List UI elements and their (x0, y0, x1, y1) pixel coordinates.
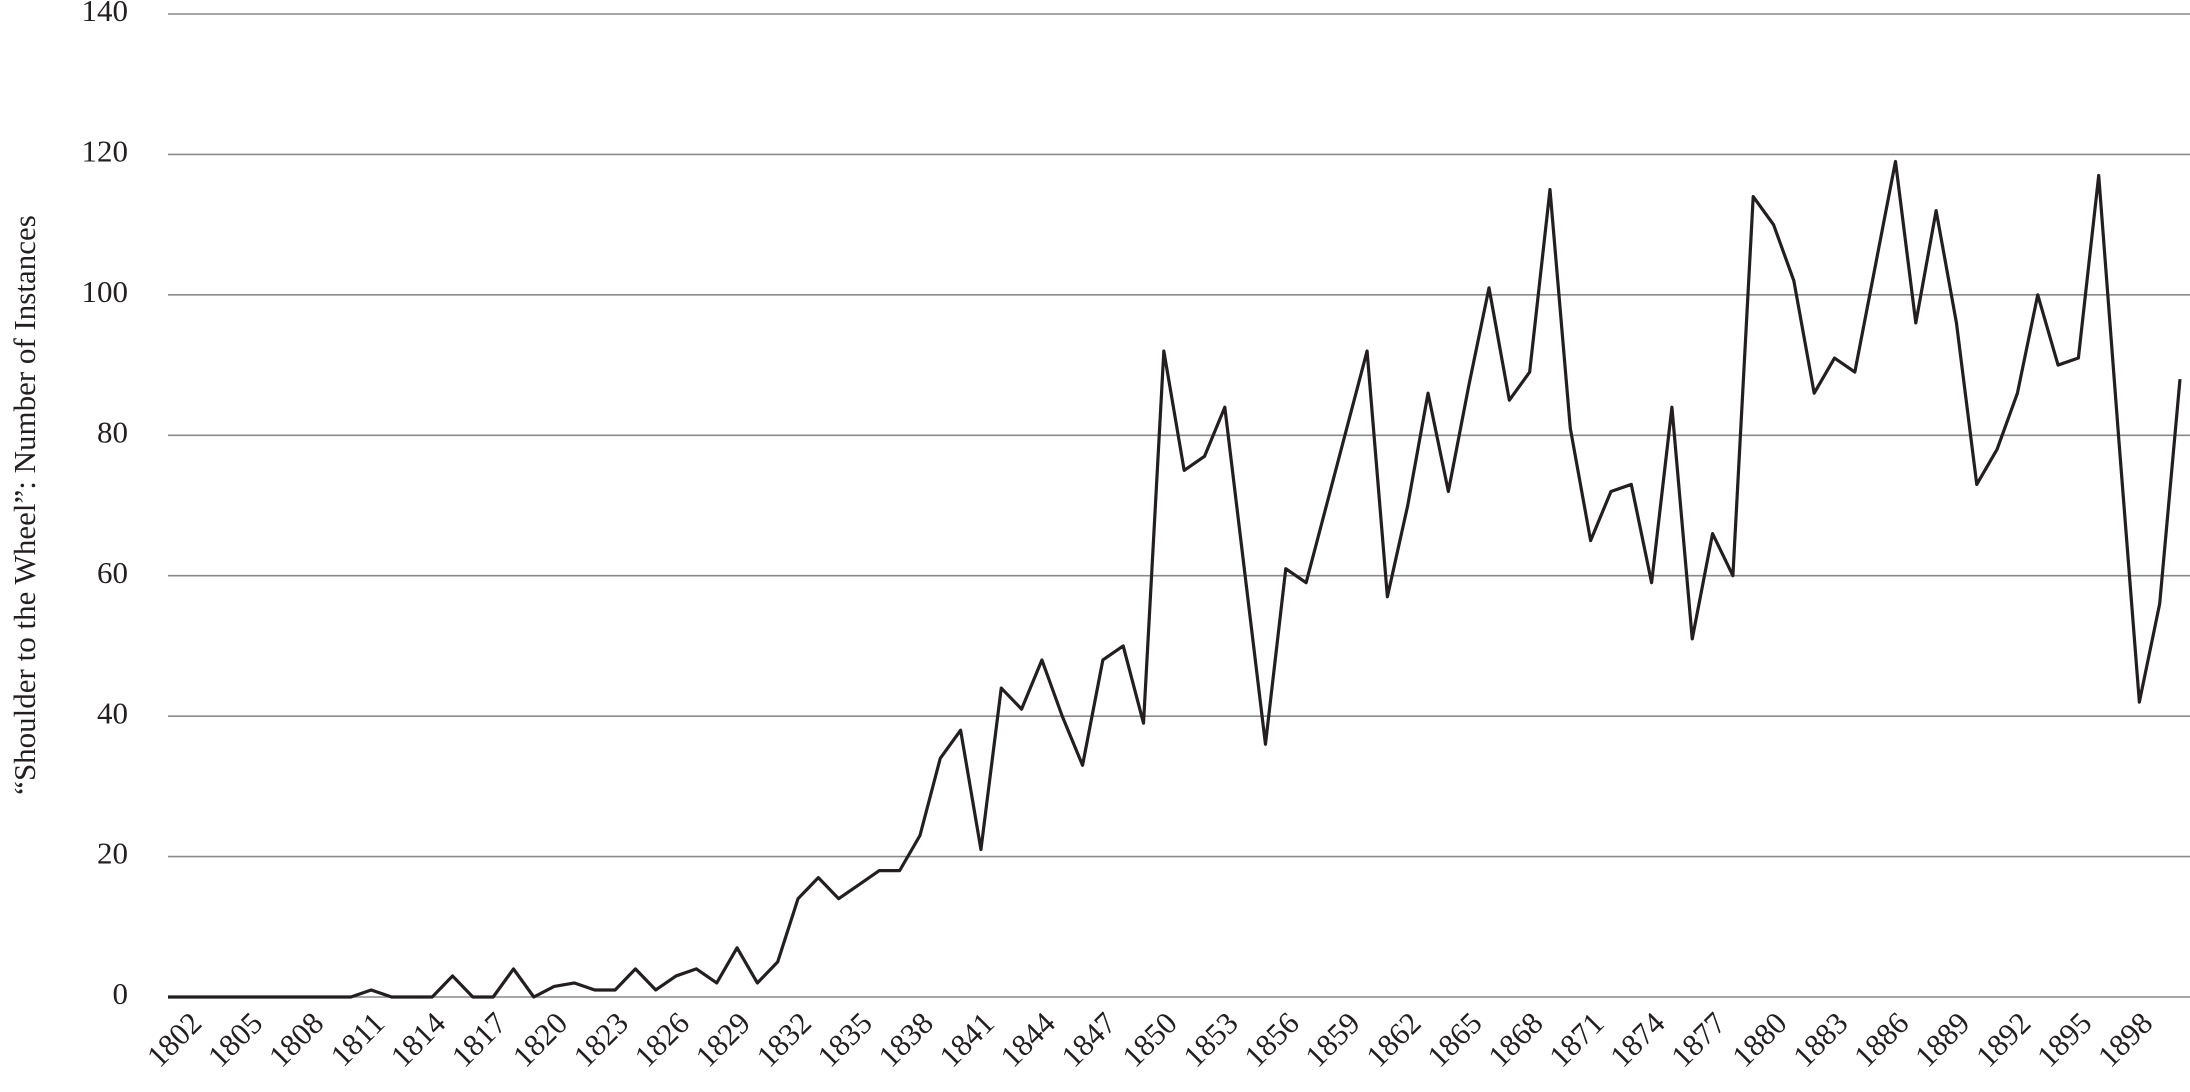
x-tick-label: 1838 (871, 1005, 940, 1074)
y-tick-label: 100 (82, 274, 129, 309)
x-tick-label: 1895 (2030, 1005, 2099, 1074)
x-tick-label: 1883 (1786, 1005, 1855, 1074)
x-tick-label: 1892 (1969, 1005, 2038, 1074)
x-tick-label: 1835 (810, 1005, 879, 1074)
x-tick-label: 1850 (1115, 1005, 1184, 1074)
y-tick-label: 20 (97, 836, 128, 871)
x-tick-label: 1859 (1298, 1005, 1367, 1074)
x-tick-label: 1808 (262, 1005, 331, 1074)
x-tick-label: 1829 (688, 1005, 757, 1074)
x-tick-label: 1868 (1481, 1005, 1550, 1074)
x-tick-label: 1889 (1908, 1005, 1977, 1074)
x-tick-label: 1832 (749, 1005, 818, 1074)
y-tick-label: 60 (97, 555, 128, 590)
x-tick-label: 1820 (506, 1005, 575, 1074)
x-tick-label: 1823 (566, 1005, 635, 1074)
x-tick-label: 1826 (627, 1005, 696, 1074)
x-tick-label: 1874 (1603, 1005, 1672, 1074)
y-axis-label: “Shoulder to the Wheel”: Number of Insta… (7, 215, 42, 795)
x-tick-label: 1802 (140, 1005, 209, 1074)
x-tick-label: 1856 (1237, 1005, 1306, 1074)
x-tick-label: 1805 (201, 1005, 270, 1074)
x-tick-label: 1847 (1054, 1005, 1123, 1074)
y-tick-label: 140 (82, 0, 129, 28)
x-tick-label: 1841 (932, 1005, 1001, 1074)
data-line (168, 159, 2182, 999)
y-tick-label: 0 (113, 976, 129, 1011)
y-tick-label: 80 (97, 414, 128, 449)
x-tick-label: 1844 (993, 1005, 1062, 1074)
y-tick-label: 40 (97, 695, 128, 730)
x-tick-label: 1853 (1176, 1005, 1245, 1074)
x-tick-label: 1862 (1359, 1005, 1428, 1074)
x-tick-label: 1865 (1420, 1005, 1489, 1074)
x-tick-label: 1814 (384, 1005, 453, 1074)
x-tick-label: 1817 (445, 1005, 514, 1074)
x-tick-label: 1886 (1847, 1005, 1916, 1074)
x-tick-label: 1898 (2091, 1005, 2160, 1074)
x-tick-label: 1880 (1725, 1005, 1794, 1074)
y-tick-label: 120 (82, 134, 129, 169)
x-tick-label: 1811 (323, 1005, 391, 1073)
x-tick-label: 1871 (1542, 1005, 1611, 1074)
x-tick-label: 1877 (1664, 1005, 1733, 1074)
